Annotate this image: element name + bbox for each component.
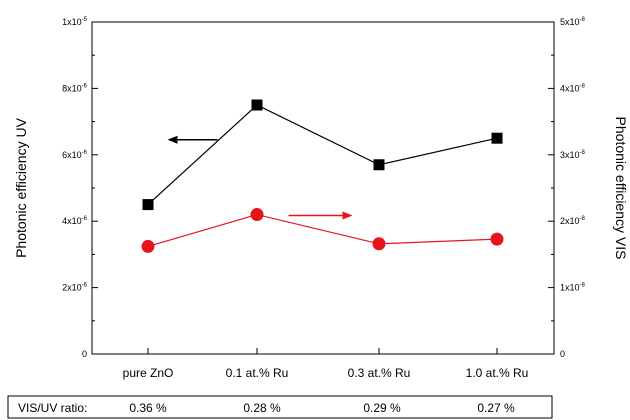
series-layer: [141, 99, 504, 253]
x-tick-label: 1.0 at.% Ru: [466, 366, 529, 380]
right-tick-label: 5x10-8: [560, 17, 586, 27]
x-tick-label: pure ZnO: [123, 366, 174, 380]
ratio-values: 0.36 % 0.28 % 0.29 % 0.27 %: [129, 401, 515, 415]
series-2-point: [250, 208, 264, 222]
ratio-label: VIS/UV ratio:: [18, 401, 87, 415]
series-1-point: [142, 199, 154, 211]
right-tick-label: 3x10-8: [560, 150, 586, 160]
series-1-point: [491, 132, 503, 144]
series-1-line: [147, 104, 498, 206]
series-1-point: [251, 99, 263, 111]
ratio-value: 0.29 %: [363, 401, 401, 415]
plot-frame: [91, 21, 555, 355]
x-tick-label: 0.3 at.% Ru: [348, 366, 411, 380]
ratio-value: 0.28 %: [243, 401, 281, 415]
arrow-left-icon: [167, 135, 178, 144]
left-tick-label: 2x10-6: [62, 283, 88, 293]
arrow-layer: [167, 135, 353, 220]
ratio-value: 0.27 %: [477, 401, 515, 415]
left-tick-label: 0: [82, 349, 87, 359]
right-tick-label: 4x10-8: [560, 83, 586, 93]
series-2-point: [372, 237, 386, 251]
left-axis-title: Photonic efficiency UV: [13, 117, 29, 257]
right-tick-label: 0: [560, 349, 565, 359]
x-axis: pure ZnO 0.1 at.% Ru 0.3 at.% Ru 1.0 at.% R…: [123, 348, 529, 380]
series-1-point: [373, 159, 385, 171]
left-tick-label: 1x10-5: [62, 17, 88, 27]
left-tick-label: 8x10-6: [62, 83, 88, 93]
ratio-value: 0.36 %: [129, 401, 167, 415]
series-2-point: [141, 239, 155, 253]
x-tick-label: 0.1 at.% Ru: [226, 366, 289, 380]
right-axis-title: Photonic efficiency VIS: [613, 117, 629, 260]
ratio-box: [7, 395, 553, 419]
left-axis: 0 2x10-6 4x10-6 6x10-6 8x10-6 1x10-5: [62, 17, 98, 359]
left-tick-label: 4x10-6: [62, 216, 88, 226]
series-2-point: [490, 232, 504, 246]
right-tick-label: 1x10-8: [560, 283, 586, 293]
right-tick-label: 2x10-8: [560, 216, 586, 226]
left-tick-label: 6x10-6: [62, 150, 88, 160]
series-2-line: [147, 213, 498, 247]
arrow-right-icon: [342, 211, 353, 220]
right-axis: 0 1x10-8 2x10-8 3x10-8 4x10-8 5x10-8: [548, 17, 586, 359]
